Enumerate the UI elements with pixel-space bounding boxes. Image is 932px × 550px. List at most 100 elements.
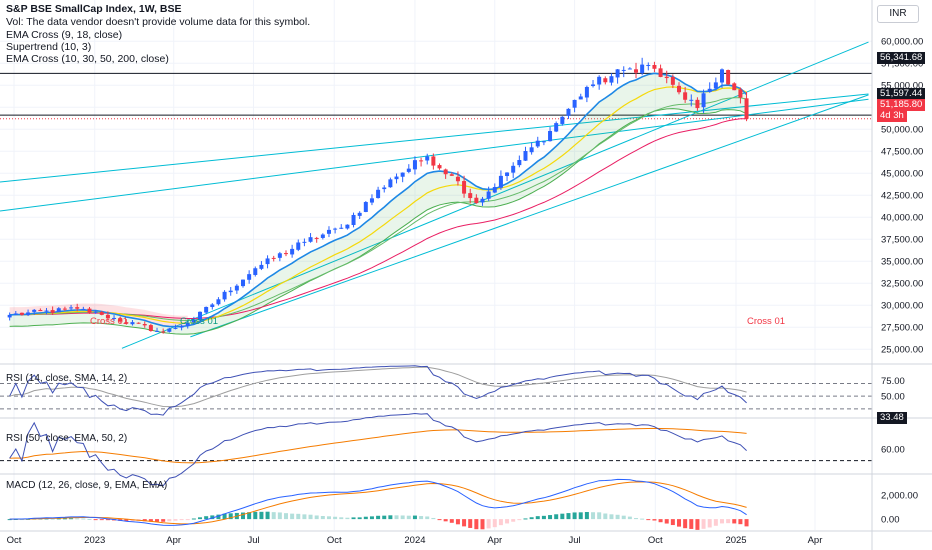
level2-tag: 51,597.44 [877, 88, 926, 100]
candle-body-34 [216, 299, 221, 305]
macd-hist-28 [179, 519, 184, 521]
macd-hist-105 [652, 519, 657, 521]
candle-body-55 [345, 224, 350, 229]
candle-body-46 [290, 248, 295, 255]
macd-hist-113 [701, 519, 706, 529]
candle-body-21 [136, 322, 141, 324]
candle-body-72 [449, 174, 454, 176]
macd-hist-16 [105, 519, 110, 521]
candle-body-79 [492, 187, 497, 193]
price-tick-6: 45,000.00 [881, 169, 923, 180]
macd-hist-96 [597, 512, 602, 520]
macd-hist-54 [339, 517, 344, 520]
rsi2-pane-label: RSI (50, close, EMA, 50, 2) [6, 433, 127, 444]
macd-hist-48 [302, 514, 307, 520]
candle-body-15 [99, 312, 104, 315]
candle-body-120 [744, 98, 749, 119]
macd-hist-91 [566, 513, 571, 520]
candle-body-47 [296, 242, 301, 250]
cross-left-red-label: Cross 01 [90, 316, 128, 327]
candle-body-25 [161, 331, 166, 333]
macd-hist-58 [363, 516, 368, 520]
candle-body-84 [523, 151, 528, 161]
candle-body-60 [376, 189, 381, 199]
macd-hist-103 [640, 518, 645, 520]
supertrend-fills [9, 73, 747, 335]
trend-line-0 [0, 93, 869, 183]
candle-body-2 [19, 312, 24, 315]
candle-body-100 [621, 69, 626, 71]
candle-body-83 [517, 160, 522, 166]
ema-lines [9, 72, 748, 328]
macd-hist-10 [69, 518, 74, 520]
candle-body-4 [32, 309, 37, 312]
macd-hist-59 [369, 516, 374, 520]
macd-hist-110 [683, 519, 688, 529]
price-tick-2: 55,000.00 [881, 81, 923, 92]
supertrend-down-fill [9, 303, 188, 327]
volume-note: Vol: The data vendor doesn't provide vol… [6, 16, 311, 28]
macd-hist-57 [357, 517, 362, 520]
candle-body-97 [603, 78, 608, 83]
candle-body-6 [44, 310, 49, 312]
candle-body-116 [719, 69, 724, 83]
candle-body-98 [609, 76, 614, 83]
macd-hist-55 [345, 517, 350, 520]
macd-hist-117 [726, 519, 731, 524]
macd-hist-47 [296, 513, 301, 520]
macd-hist-88 [548, 515, 553, 520]
macd-pane-label: MACD (12, 26, close, 9, EMA, EMA) [6, 480, 167, 491]
candle-body-102 [634, 69, 639, 73]
rsi2-signal-line [9, 427, 747, 464]
candle-body-91 [566, 108, 571, 116]
currency-button[interactable]: INR [877, 5, 919, 23]
macd-hist-75 [468, 519, 473, 528]
indicator-ema-cross-legend[interactable]: EMA Cross (9, 18, close) [6, 29, 123, 41]
candle-body-111 [689, 99, 694, 101]
pane3-tick-0: 2,000.00 [881, 490, 918, 501]
indicator-ema-cross-multi-legend[interactable]: EMA Cross (10, 30, 50, 200, close) [6, 53, 169, 65]
macd-hist-99 [615, 514, 620, 520]
candle-body-87 [541, 141, 546, 143]
rsi2-line [9, 412, 747, 487]
candle-body-108 [670, 76, 675, 85]
grid-lines [0, 0, 872, 530]
annotation-marks: Cross 01 Cross 01 Cross 01 RSI (14, clos… [6, 316, 785, 491]
price-tick-4: 50,000.00 [881, 125, 923, 136]
macd-hist-49 [308, 514, 313, 520]
macd-hist-40 [253, 511, 258, 520]
last-price-tag: 51,185.80 [877, 99, 926, 111]
macd-hist-115 [713, 519, 718, 526]
macd-hist-87 [541, 515, 546, 520]
trend-line-1 [0, 98, 869, 212]
candle-body-50 [314, 237, 319, 239]
macd-hist-64 [400, 515, 405, 520]
macd-hist-60 [376, 515, 381, 520]
macd-hist-86 [535, 516, 540, 520]
macd-hist-61 [382, 515, 387, 520]
candle-body-5 [38, 309, 43, 312]
macd-hist-92 [572, 512, 577, 520]
candle-body-78 [486, 191, 491, 199]
macd-hist-13 [87, 518, 92, 520]
time-tick-4: Oct [327, 535, 342, 546]
candle-body-49 [308, 237, 313, 242]
price-tick-14: 25,000.00 [881, 345, 923, 356]
indicator-supertrend-legend[interactable]: Supertrend (10, 3) [6, 41, 92, 53]
time-tick-10: Apr [808, 535, 823, 546]
rsi1-line [9, 365, 747, 416]
candle-body-86 [535, 140, 540, 147]
price-tick-13: 27,500.00 [881, 323, 923, 334]
macd-hist-29 [185, 519, 190, 521]
time-tick-3: Jul [247, 535, 259, 546]
macd-hist-90 [560, 513, 565, 520]
macd-hist-8 [56, 518, 61, 520]
macd-hist-95 [591, 512, 596, 520]
candle-body-101 [627, 68, 632, 70]
price-tick-11: 32,500.00 [881, 279, 923, 290]
time-tick-9: 2025 [725, 535, 746, 546]
price-tick-1: 57,500.00 [881, 59, 923, 70]
time-tick-7: Jul [569, 535, 581, 546]
candle-body-31 [198, 311, 203, 320]
